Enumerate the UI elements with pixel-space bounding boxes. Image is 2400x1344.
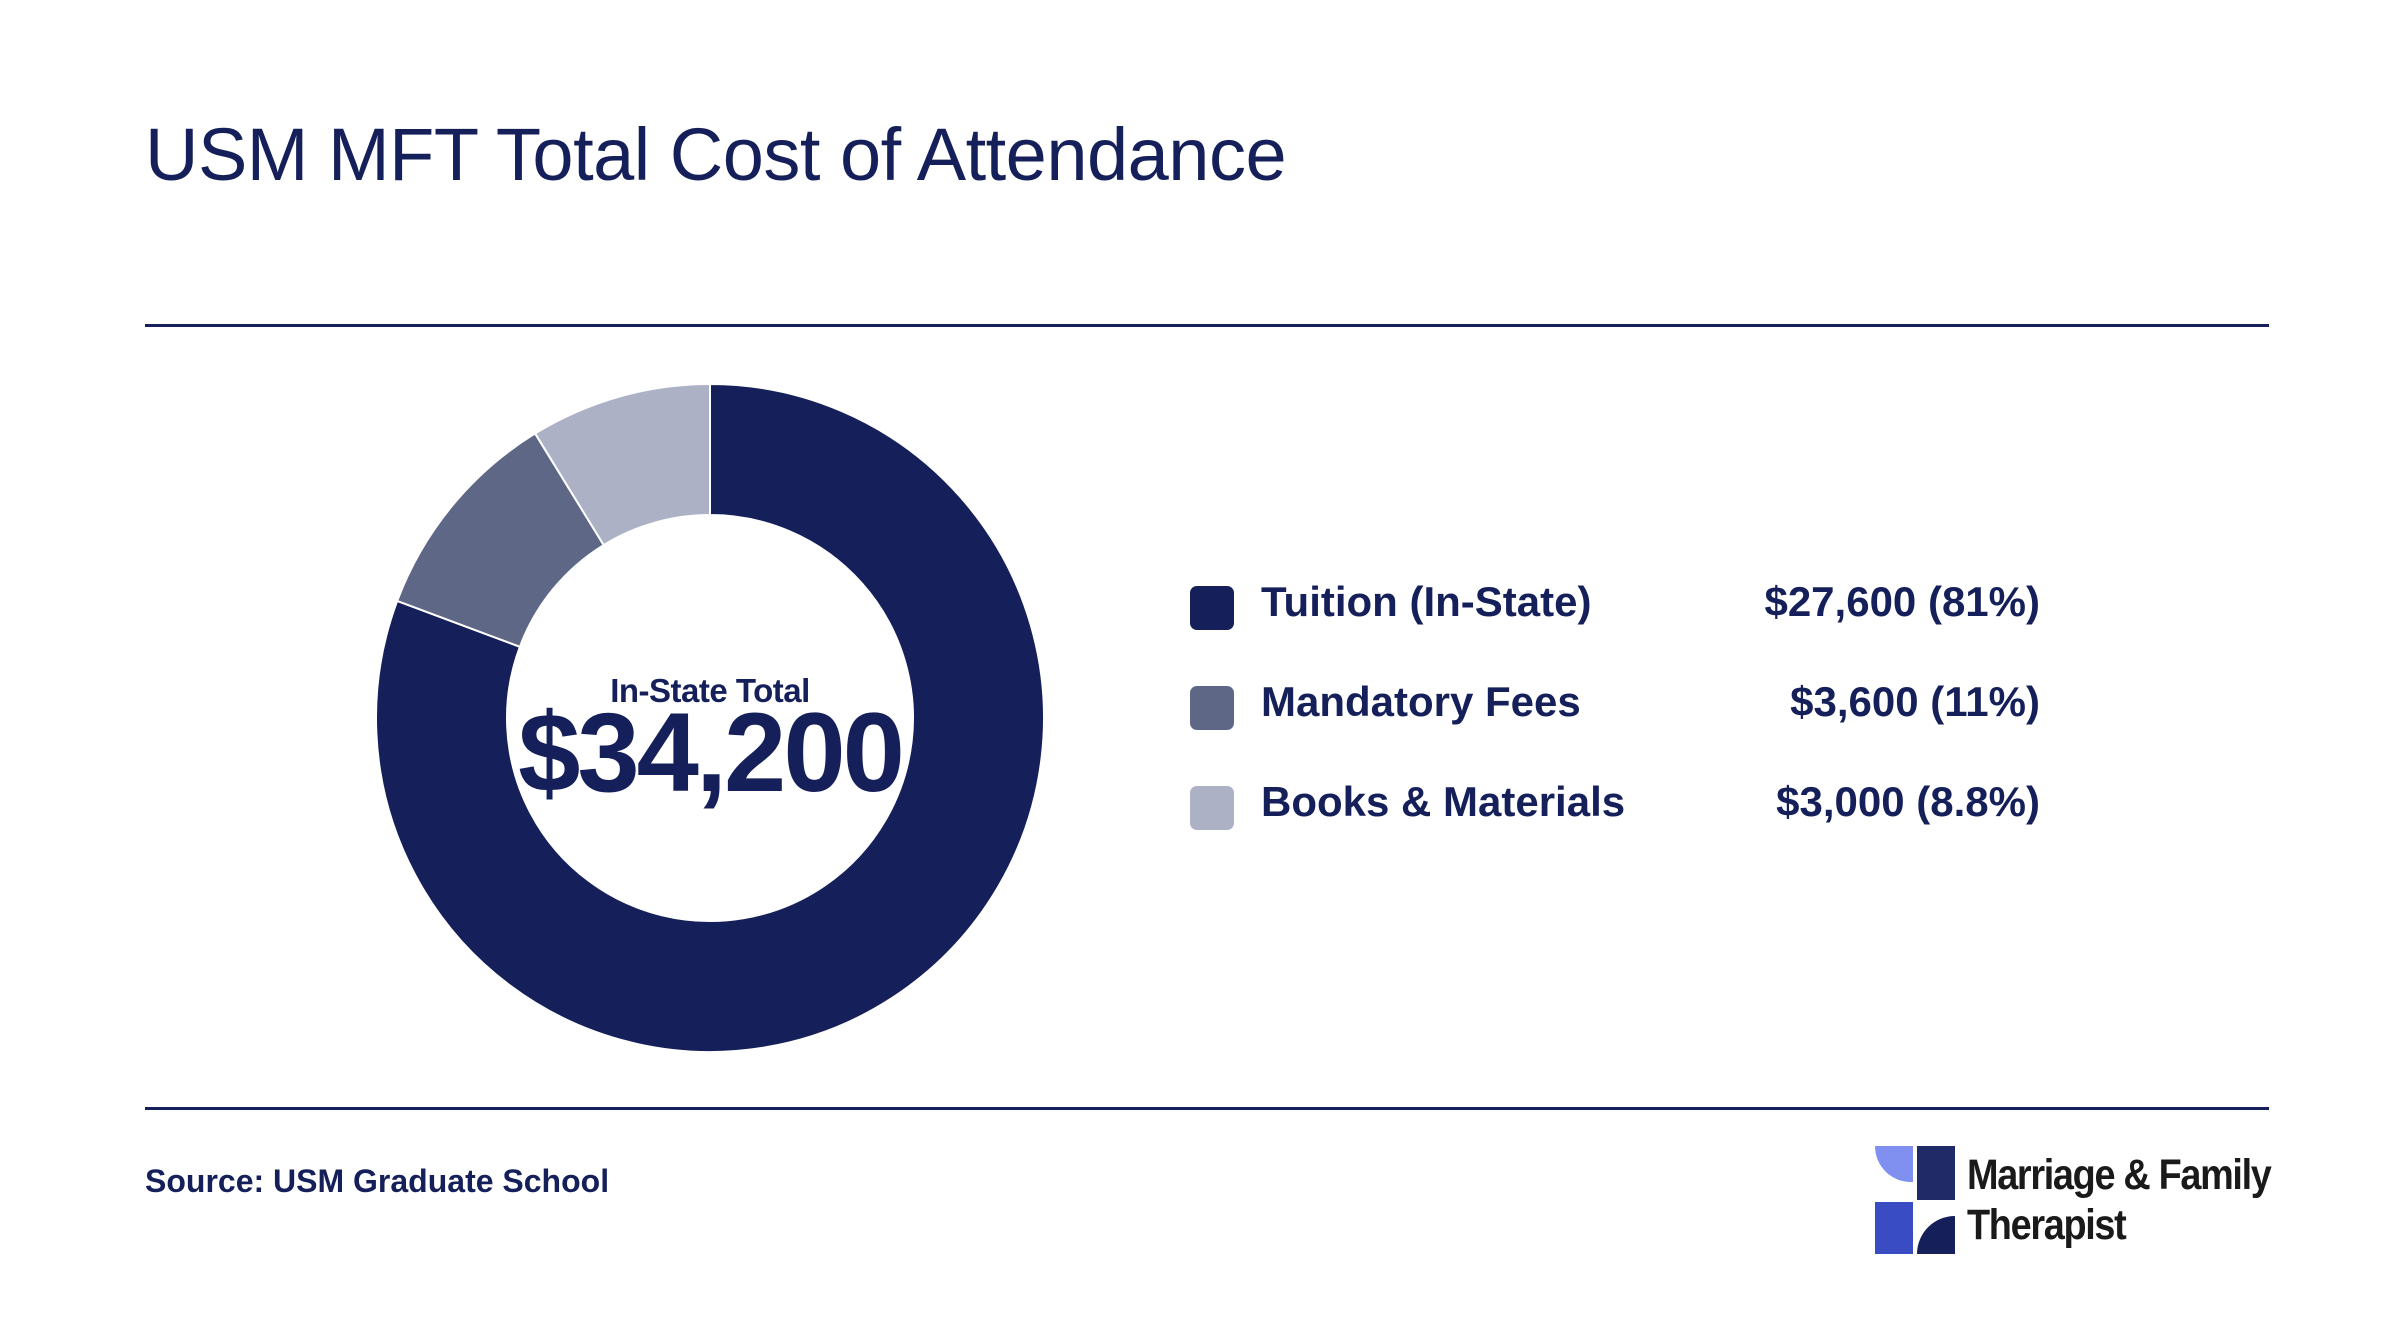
donut-center-label: In-State Total [610,672,810,709]
legend-value: $3,000 (8.8%) [1776,778,2040,825]
donut-center-value: $34,200 [518,690,905,815]
legend-swatch-tuition [1190,586,1234,630]
logo-line-1: Marriage & Family [1967,1151,2272,1199]
legend-label: Books & Materials [1261,778,1626,825]
source-note: Source: USM Graduate School [145,1163,610,1199]
top-divider [145,324,2269,327]
brand-logo: Marriage & Family Therapist [1875,1146,2275,1256]
logo-text: Marriage & Family Therapist [1967,1150,2272,1250]
legend-label: Mandatory Fees [1261,678,1581,725]
chart-title: USM MFT Total Cost of Attendance [145,113,1287,196]
logo-line-2: Therapist [1967,1201,2127,1249]
bottom-divider [145,1107,2269,1110]
legend-value: $3,600 (11%) [1790,678,2040,725]
donut-slice-tuition-in-state [375,382,1045,1053]
legend-swatch-books-materials [1190,786,1234,830]
legend: Tuition (In-State) $27,600 (81%) Mandato… [1190,570,2040,870]
logo-mark-icon [1875,1146,1955,1254]
legend-item-mandatory-fees: Mandatory Fees $3,600 (11%) [1190,670,2040,770]
legend-item-books-materials: Books & Materials $3,000 (8.8%) [1190,770,2040,870]
legend-label: Tuition (In-State) [1261,578,1592,625]
legend-value: $27,600 (81%) [1764,578,2040,625]
donut-slice-books-materials [533,382,711,547]
legend-swatch-mandatory-fees [1190,686,1234,730]
legend-item-tuition: Tuition (In-State) $27,600 (81%) [1190,570,2040,670]
